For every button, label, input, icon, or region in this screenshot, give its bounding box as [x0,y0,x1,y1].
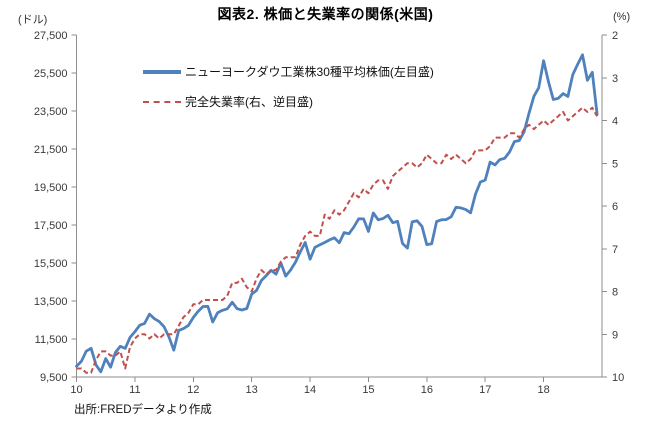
right-axis-tick-label: 5 [612,158,618,170]
right-axis-tick-label: 9 [612,329,618,341]
legend-item-dow: ニューヨークダウ工業株30種平均株価(左目盛) [143,63,434,80]
legend-label-dow: ニューヨークダウ工業株30種平均株価(左目盛) [185,65,434,79]
left-axis-tick-label: 23,500 [34,106,68,118]
left-axis-tick-labels: 27,500 25,500 23,500 21,500 19,500 17,500 15,5… [34,30,77,384]
right-axis-tick-label: 7 [612,244,618,256]
right-axis-unit-label: (%) [613,11,631,23]
source-note: 出所:FREDデータより作成 [74,404,212,416]
x-axis-tick-label: 11 [129,384,140,396]
x-axis-tick-label: 14 [304,384,316,396]
right-axis-tick-label: 10 [612,372,624,384]
left-axis-unit-label: (ドル) [18,14,48,26]
legend-item-unemployment: 完全失業率(右、逆目盛) [143,93,313,110]
right-axis-tick-label: 6 [612,201,618,213]
x-axis-tick-label: 12 [187,384,199,396]
axes [76,35,603,378]
left-axis-tick-label: 27,500 [34,30,68,42]
unemployment-line [76,106,598,374]
left-axis-tick-label: 11,500 [35,334,68,346]
legend-label-unemployment: 完全失業率(右、逆目盛) [185,95,313,109]
left-axis-tick-label: 17,500 [34,220,68,232]
unemployment-line-sample-icon [143,100,181,103]
left-axis-tick-label: 15,500 [34,258,68,270]
left-axis-tick-label: 9,500 [40,372,68,384]
right-axis-tick-label: 3 [612,73,618,85]
dow-line [75,53,599,374]
x-axis-tick-label: 16 [421,384,433,396]
chart-title: 図表2. 株価と失業率の関係(米国) [217,6,434,22]
x-axis-tick-label: 15 [362,384,374,396]
x-axis-tick-labels: 10 11 12 13 14 15 16 17 18 [70,377,550,396]
right-axis-tick-labels: 2 3 4 5 6 7 8 9 10 [602,30,624,384]
x-axis-tick-label: 10 [70,384,82,396]
dow-line-sample-icon [143,69,181,74]
left-axis-tick-label: 19,500 [34,182,68,194]
right-axis-tick-label: 4 [612,116,618,128]
left-axis-tick-label: 13,500 [34,296,68,308]
x-axis-tick-label: 13 [246,384,258,396]
x-axis-tick-label: 18 [537,384,549,396]
x-axis-tick-label: 17 [479,384,491,396]
left-axis-tick-label: 21,500 [34,144,68,156]
right-axis-tick-label: 2 [612,30,618,42]
right-axis-tick-label: 8 [612,287,618,299]
left-axis-tick-label: 25,500 [34,68,68,80]
